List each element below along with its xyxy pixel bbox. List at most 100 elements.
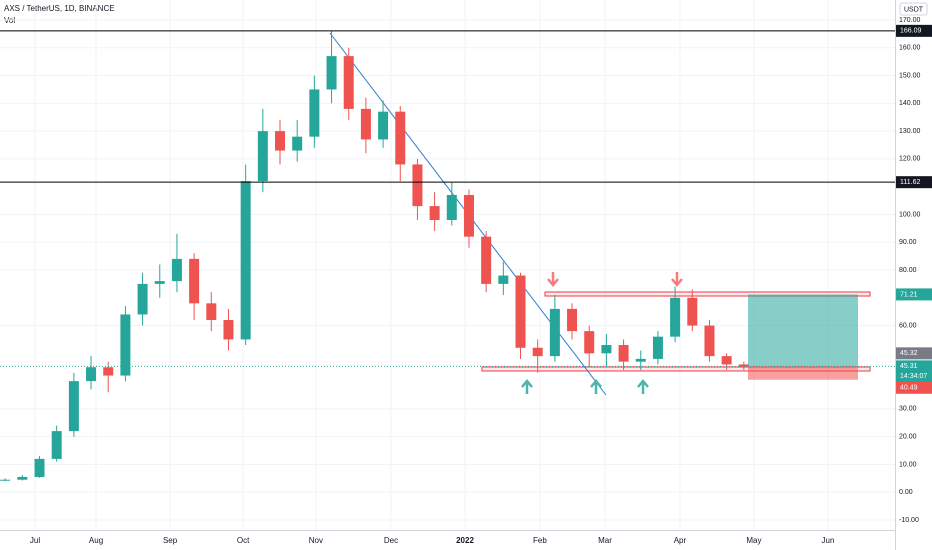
currency-box	[899, 2, 928, 16]
candle-body	[670, 297, 681, 337]
candle-body	[532, 347, 543, 357]
candle-body	[120, 314, 131, 376]
candle-body	[704, 325, 715, 357]
price-label-box	[896, 360, 932, 383]
candle-body	[51, 431, 62, 459]
arrow-up	[637, 379, 649, 394]
countdown-label: 14:34:07	[900, 373, 927, 380]
support-box	[481, 366, 871, 372]
arrow-up	[521, 379, 533, 394]
candle-body	[223, 320, 234, 340]
candle-body	[275, 131, 286, 151]
candle-body	[446, 195, 457, 220]
candle-body	[515, 275, 526, 348]
price-label: 71.21	[900, 291, 918, 298]
level-label: 111.62	[900, 179, 920, 186]
candle-body	[309, 89, 320, 137]
candle-body	[481, 236, 492, 284]
arrow-down	[671, 272, 683, 287]
candle-body	[738, 364, 749, 367]
candle-body	[240, 181, 251, 340]
candle-body	[137, 283, 148, 315]
candle-body	[103, 367, 114, 376]
candle-body	[429, 206, 440, 220]
candle-body	[463, 195, 474, 237]
candle-body	[257, 131, 268, 182]
currency-label: USDT	[904, 6, 924, 13]
volume-label: Vol	[4, 16, 15, 25]
profit-zone	[748, 294, 858, 367]
candle-body	[68, 381, 79, 432]
y-tick-label: 0.00	[899, 489, 913, 496]
candle-body	[395, 111, 406, 165]
x-tick-label: Sep	[163, 536, 178, 545]
loss-zone	[748, 366, 858, 380]
candle-body	[601, 345, 612, 354]
candle-body	[549, 308, 560, 357]
candle-body	[171, 258, 182, 282]
x-tick-label: 2022	[456, 536, 474, 545]
candle-body	[635, 358, 646, 362]
level-label-box	[896, 24, 932, 37]
candle-body	[0, 479, 11, 481]
symbol-title: AXS / TetherUS, 1D, BINANCE	[4, 4, 115, 13]
candle-body	[584, 331, 595, 354]
level-label: 166.09	[900, 28, 922, 35]
candle-body	[687, 297, 698, 326]
candle-body	[189, 258, 200, 304]
x-tick-label: Oct	[237, 536, 250, 545]
y-tick-label: 130.00	[899, 128, 921, 135]
candle-body	[326, 56, 337, 90]
x-tick-label: Apr	[674, 536, 687, 545]
x-tick-label: Jul	[30, 536, 40, 545]
candle-body	[721, 356, 732, 365]
y-tick-label: 170.00	[899, 17, 921, 24]
candle-body	[343, 56, 354, 109]
y-tick-label: 60.00	[899, 322, 917, 329]
candle-body	[378, 111, 389, 140]
arrow-down	[547, 272, 559, 287]
price-label: 40.49	[900, 385, 918, 392]
price-label-box	[896, 288, 932, 301]
resistance-box	[544, 291, 871, 297]
x-tick-label: Jun	[822, 536, 835, 545]
candle-body	[618, 345, 629, 362]
y-tick-label: 20.00	[899, 434, 917, 441]
x-tick-label: Aug	[89, 536, 103, 545]
arrows	[521, 272, 683, 394]
candle-body	[154, 281, 165, 284]
x-tick-label: Dec	[384, 536, 398, 545]
y-tick-label: 10.00	[899, 461, 917, 468]
arrow-up	[590, 379, 602, 394]
candle-body	[652, 336, 663, 359]
y-tick-label: 30.00	[899, 406, 917, 413]
x-tick-label: Nov	[309, 536, 323, 545]
y-tick-label: 80.00	[899, 267, 917, 274]
y-tick-label: -10.00	[899, 517, 919, 524]
candle-body	[86, 367, 97, 382]
x-tick-label: Feb	[533, 536, 547, 545]
y-tick-label: 160.00	[899, 45, 921, 52]
candle-body	[17, 476, 28, 480]
y-tick-label: 140.00	[899, 100, 921, 107]
candle-body	[412, 164, 423, 207]
candle-body	[567, 308, 578, 332]
price-label: 45.32	[900, 350, 918, 357]
x-tick-label: May	[746, 536, 761, 545]
candle-body	[498, 275, 509, 284]
candle-body	[206, 303, 217, 320]
y-tick-label: 100.00	[899, 211, 921, 218]
candle-body	[292, 136, 303, 151]
candle-body	[360, 108, 371, 140]
x-tick-label: Mar	[598, 536, 612, 545]
price-label-box	[896, 381, 932, 394]
y-tick-label: 150.00	[899, 72, 921, 79]
price-label-box	[896, 347, 932, 360]
y-tick-label: 120.00	[899, 156, 921, 163]
y-tick-label: 90.00	[899, 239, 917, 246]
level-label-box	[896, 176, 932, 189]
candle-body	[34, 458, 45, 477]
price-label: 45.31	[900, 363, 918, 370]
